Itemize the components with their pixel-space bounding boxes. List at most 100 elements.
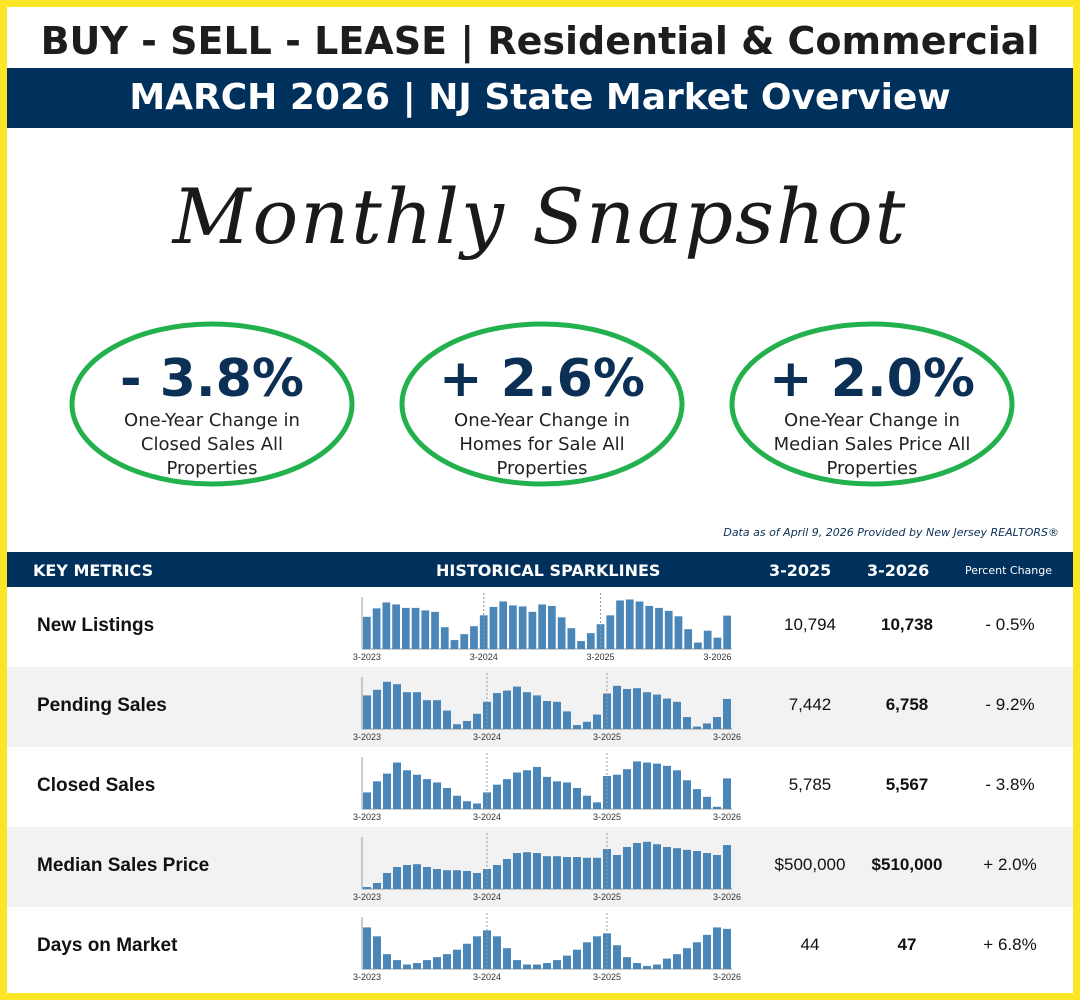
spark-bar (683, 849, 691, 889)
spark-bar (423, 700, 431, 729)
prior-value: $500,000 (774, 855, 846, 874)
prior-value: 5,785 (788, 775, 832, 794)
spark-bar (583, 942, 591, 969)
data-note: Data as of April 9, 2026 Provided by New… (723, 526, 1059, 539)
spark-bar (613, 774, 621, 809)
sparkline-label: 3-2025 (593, 892, 621, 902)
spark-bar (583, 721, 591, 729)
spark-bar (513, 686, 521, 729)
spark-bar (655, 607, 663, 649)
spark-bar (635, 601, 644, 649)
spark-bar (423, 867, 431, 889)
spark-bar (633, 688, 641, 729)
spark-bar (453, 870, 461, 889)
spark-bar (693, 942, 701, 969)
spark-bar (643, 692, 651, 729)
spark-bar (613, 685, 621, 729)
highlight-circle (69, 321, 355, 487)
spark-bar (453, 795, 461, 809)
spark-bar (393, 960, 401, 969)
metric-name: Closed Sales (37, 775, 156, 796)
spark-bar (643, 762, 651, 809)
spark-bar (373, 781, 381, 809)
spark-bar (723, 698, 731, 729)
spark-bar (513, 772, 521, 809)
spark-bar (663, 765, 671, 809)
spark-bar (423, 960, 431, 969)
spark-bar (723, 928, 731, 969)
sparkline: 3-2023 3-2024 3-2025 3-2026 (353, 833, 741, 902)
spark-bar (663, 958, 671, 969)
spark-bar (563, 782, 571, 809)
prior-value: 7,442 (788, 695, 832, 714)
spark-bar (393, 684, 401, 729)
spark-bar (373, 883, 381, 889)
highlight-circle (399, 321, 685, 487)
spark-bar (557, 617, 566, 649)
prior-value: 44 (800, 935, 820, 954)
spark-bar (553, 781, 561, 809)
spark-bar (606, 615, 615, 649)
spark-bar (413, 963, 421, 969)
table-header: KEY METRICS HISTORICAL SPARKLINES 3-2025… (7, 552, 1073, 587)
spark-bar (403, 964, 411, 969)
spark-bar (723, 615, 731, 649)
spark-bar (625, 599, 634, 649)
table-row: Days on Market 44 47 + 6.8% 3-2023 3-2024 3-20… (7, 907, 1073, 987)
sparkline: 3-2023 3-2024 3-2025 3-2026 (353, 753, 741, 822)
title: BUY - SELL - LEASE | Residential & Comme… (40, 19, 1040, 63)
spark-bar (603, 933, 611, 969)
header-cell: Percent Change (965, 564, 1053, 577)
spark-bar (473, 936, 481, 969)
spark-bar (483, 792, 491, 809)
spark-bar (431, 611, 439, 649)
sparkline-label: 3-2023 (353, 732, 381, 742)
spark-bar (433, 782, 441, 809)
circle-stroke (729, 321, 1015, 487)
spark-bar (623, 847, 631, 889)
spark-bar (593, 857, 601, 889)
prior-value: 10,794 (784, 615, 836, 634)
sparkline-label: 3-2026 (713, 972, 741, 982)
spark-bar (583, 857, 591, 889)
spark-bar (553, 856, 561, 889)
table-row: Median Sales Price $500,000 $510,000 + 2.0%… (7, 827, 1073, 907)
spark-bar (411, 607, 420, 649)
spark-bar (683, 780, 691, 809)
script-heading: Monthly Snapshot (172, 172, 908, 261)
spark-bar (363, 695, 371, 729)
spark-bar (573, 857, 581, 889)
spark-bar (593, 802, 601, 809)
table-row: New Listings 10,794 10,738- 0.5% 3-2023 3-20… (7, 587, 1073, 667)
spark-bar (533, 695, 541, 729)
spark-bar (653, 694, 661, 729)
percent-change: - 0.5% (985, 615, 1035, 634)
spark-bar (433, 957, 441, 969)
sparkline-label: 3-2025 (593, 972, 621, 982)
highlight-value: + 2.0% (769, 349, 975, 409)
spark-bar (664, 610, 673, 649)
spark-bar (383, 954, 391, 969)
spark-bar (538, 604, 546, 649)
sparkline-label: 3-2025 (587, 652, 615, 662)
spark-bar (623, 957, 631, 969)
spark-bar (493, 693, 501, 729)
sparkline-label: 3-2026 (703, 652, 731, 662)
spark-bar (403, 770, 411, 809)
spark-bar (443, 710, 451, 729)
sparkline-label: 3-2025 (593, 812, 621, 822)
current-value: $510,000 (871, 855, 943, 874)
spark-bar (453, 949, 461, 969)
spark-bar (548, 605, 556, 649)
sparkline-label: 3-2024 (473, 972, 501, 982)
spark-bar (583, 795, 591, 809)
spark-bar (543, 776, 551, 809)
spark-bar (633, 843, 641, 889)
spark-bar (693, 851, 701, 889)
spark-bar (403, 865, 411, 889)
spark-bar (413, 774, 421, 809)
spark-bar (553, 960, 561, 969)
spark-bar (653, 844, 661, 889)
spark-bar (653, 763, 661, 809)
